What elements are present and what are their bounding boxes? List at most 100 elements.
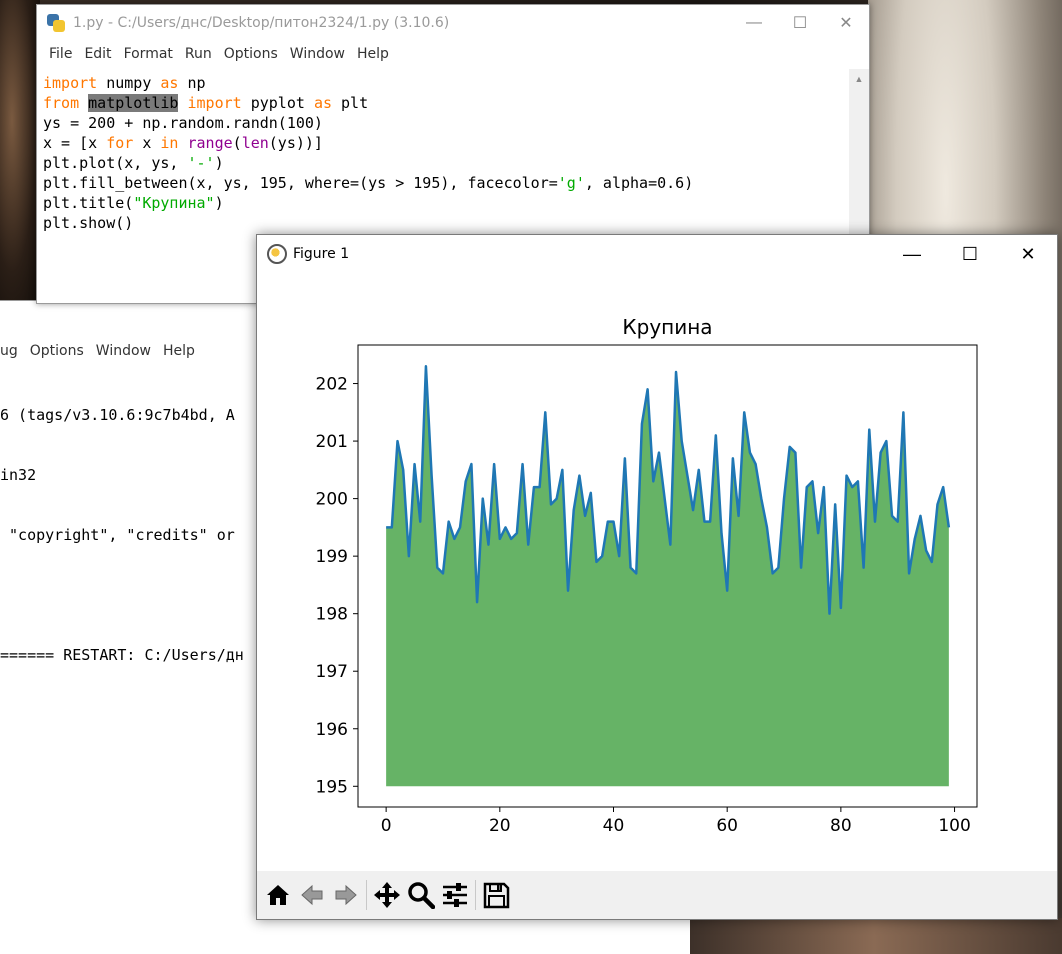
code-token: pyplot — [241, 94, 314, 112]
code-token: in — [160, 134, 179, 152]
code-token: "Крупина" — [133, 194, 215, 212]
toolbar-separator — [475, 880, 476, 910]
series-line — [386, 365, 951, 615]
code-token: , alpha=0.6) — [584, 174, 694, 192]
code-token: from — [43, 94, 80, 112]
back-icon[interactable] — [295, 878, 329, 912]
scroll-up-icon[interactable]: ▲ — [854, 74, 864, 84]
code-token: (ys))] — [268, 134, 323, 152]
code-line: ys = 200 + np.random.randn(100) — [43, 113, 843, 133]
figure-close-icon[interactable]: ✕ — [1020, 243, 1036, 264]
code-editor[interactable]: import numpy as np from matplotlib import… — [37, 69, 849, 305]
y-tick-label: 196 — [316, 720, 348, 740]
save-icon[interactable] — [479, 878, 513, 912]
matplotlib-icon — [267, 244, 287, 264]
home-icon[interactable] — [261, 878, 295, 912]
code-token — [178, 134, 187, 152]
code-token — [178, 94, 187, 112]
code-token: ) — [214, 194, 224, 212]
code-token: ys = 200 + np.random.randn(100) — [43, 114, 323, 132]
shell-line: 6 (tags/v3.10.6:9c7b4bd, A — [0, 406, 235, 424]
y-tick-label: 201 — [316, 432, 348, 452]
y-tick-label: 198 — [316, 605, 348, 625]
figure-window: Figure 1 — ☐ ✕ 0 20 40 60 80 100 195 196 197 198 1… — [256, 234, 1058, 920]
x-tick-label: 40 — [603, 816, 625, 836]
code-token: as — [313, 94, 332, 112]
code-token: ) — [214, 154, 224, 172]
code-line: x = [x for x in range(len(ys))] — [43, 133, 843, 153]
code-token: numpy — [97, 74, 161, 92]
figure-minimize-icon[interactable]: — — [903, 243, 921, 264]
shell-menubar: ug Options Window Help — [0, 301, 690, 361]
y-tick-label: 197 — [316, 662, 348, 682]
menu-run[interactable]: Run — [184, 46, 212, 62]
code-token: np — [178, 74, 206, 92]
x-tick-label: 100 — [938, 816, 970, 836]
editor-title: 1.py - C:/Users/днс/Desktop/питон2324/1.… — [73, 15, 450, 31]
menu-help[interactable]: Help — [357, 46, 389, 62]
fill-area — [386, 366, 949, 787]
figure-title: Figure 1 — [293, 246, 350, 262]
y-tick-label: 202 — [316, 375, 348, 395]
close-icon[interactable]: ✕ — [839, 15, 853, 32]
code-line: plt.show() — [43, 213, 843, 233]
wallpaper-left — [0, 0, 40, 300]
shell-menu-options[interactable]: Options — [29, 343, 84, 359]
code-line: plt.plot(x, ys, '-') — [43, 153, 843, 173]
code-token: plt.fill_between(x, ys, 195, where=(ys >… — [43, 174, 558, 192]
configure-icon[interactable] — [438, 878, 472, 912]
code-token: ( — [232, 134, 242, 152]
menu-format[interactable]: Format — [123, 46, 173, 62]
figure-toolbar — [257, 871, 1057, 919]
code-token: x = [x — [43, 134, 107, 152]
wallpaper-bottom — [686, 918, 1062, 954]
axes-frame — [357, 344, 978, 808]
code-token: '-' — [187, 154, 215, 172]
menu-edit[interactable]: Edit — [84, 46, 112, 62]
shell-line: ====== RESTART: C:/Users/дн — [0, 646, 244, 664]
chart-title: Крупина — [622, 315, 712, 339]
menu-options[interactable]: Options — [223, 46, 278, 62]
code-token: len — [241, 134, 269, 152]
forward-icon[interactable] — [329, 878, 363, 912]
plot-canvas[interactable]: 0 20 40 60 80 100 195 196 197 198 199 200 201 202 Круп… — [257, 273, 1057, 871]
code-token — [79, 94, 88, 112]
pan-icon[interactable] — [370, 878, 404, 912]
x-tick-label: 80 — [830, 816, 852, 836]
shell-output[interactable]: 6 (tags/v3.10.6:9c7b4bd, A in32 "copyrig… — [0, 361, 690, 705]
code-line: from matplotlib import pyplot as plt — [43, 93, 843, 113]
y-tick-label: 195 — [316, 777, 348, 797]
figure-maximize-icon[interactable]: ☐ — [961, 243, 979, 264]
code-token: plt.plot(x, ys, — [43, 154, 188, 172]
code-token: matplotlib — [88, 94, 179, 112]
code-line: plt.fill_between(x, ys, 195, where=(ys >… — [43, 173, 843, 193]
figure-titlebar[interactable]: Figure 1 — ☐ ✕ — [257, 235, 1057, 273]
x-tick-label: 20 — [489, 816, 511, 836]
code-token: 'g' — [557, 174, 585, 192]
code-token: plt — [332, 94, 369, 112]
code-token: plt.title( — [43, 194, 134, 212]
maximize-icon[interactable]: ☐ — [792, 15, 808, 32]
editor-menubar: File Edit Format Run Options Window Help — [37, 41, 869, 67]
x-tick-label: 60 — [716, 816, 738, 836]
code-line: import numpy as np — [43, 73, 843, 93]
code-token: x — [133, 134, 161, 152]
menu-window[interactable]: Window — [289, 46, 345, 62]
x-tick-label: 0 — [381, 816, 392, 836]
chart-svg: 0 20 40 60 80 100 195 196 197 198 199 200 201 202 Круп… — [316, 315, 978, 836]
code-token: import — [43, 74, 98, 92]
code-line: plt.title("Крупина") — [43, 193, 843, 213]
code-token: plt.show() — [43, 214, 134, 232]
zoom-icon[interactable] — [404, 878, 438, 912]
python-icon — [47, 14, 65, 32]
toolbar-separator — [366, 880, 367, 910]
shell-menu-window[interactable]: Window — [95, 343, 151, 359]
y-tick-label: 200 — [316, 490, 348, 510]
minimize-icon[interactable]: — — [746, 14, 762, 31]
menu-file[interactable]: File — [49, 46, 73, 62]
shell-line: in32 — [0, 466, 37, 484]
editor-titlebar[interactable]: 1.py - C:/Users/днс/Desktop/питон2324/1.… — [37, 5, 869, 41]
y-tick-label: 199 — [316, 547, 348, 567]
shell-menu-help[interactable]: Help — [163, 343, 195, 359]
shell-menu-debug[interactable]: ug — [0, 343, 18, 359]
